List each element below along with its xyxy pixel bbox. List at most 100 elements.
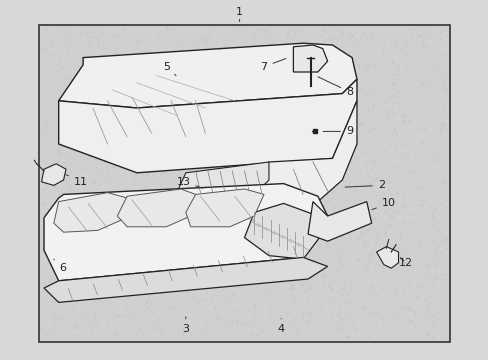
Point (319, 212, 326, 218)
Point (56, 70, 64, 76)
Point (441, 245, 448, 251)
Point (50, 316, 58, 322)
Point (304, 287, 311, 292)
Point (109, 192, 117, 197)
Point (301, 144, 309, 150)
Point (280, 211, 288, 217)
Point (130, 198, 138, 203)
Point (49, 185, 57, 190)
Point (384, 332, 391, 338)
Point (257, 189, 264, 194)
Point (166, 301, 174, 306)
Point (84, 229, 92, 235)
Point (48, 163, 56, 168)
Point (156, 180, 164, 185)
Point (240, 24, 247, 30)
Point (378, 246, 386, 252)
Point (292, 27, 300, 32)
Point (94, 138, 102, 144)
Point (134, 256, 142, 261)
Point (421, 30, 429, 36)
Point (188, 38, 196, 44)
Point (291, 320, 299, 326)
Point (249, 31, 257, 37)
Point (155, 36, 163, 42)
Point (113, 158, 121, 164)
Point (301, 230, 308, 236)
Point (214, 157, 222, 163)
Point (336, 126, 344, 132)
Point (64, 280, 72, 286)
Point (167, 94, 175, 99)
Point (205, 52, 213, 58)
Point (60, 80, 67, 86)
Point (263, 160, 271, 166)
Point (334, 289, 342, 295)
Point (385, 45, 393, 51)
Point (441, 73, 449, 79)
Point (259, 213, 267, 219)
Point (338, 153, 346, 159)
Point (325, 155, 333, 161)
Point (383, 109, 390, 115)
Point (284, 29, 291, 35)
Point (178, 253, 185, 258)
Point (266, 305, 274, 311)
Point (430, 184, 438, 190)
Point (346, 281, 354, 287)
Point (418, 253, 426, 259)
Point (153, 30, 161, 36)
Point (156, 292, 164, 297)
Point (147, 261, 155, 267)
Point (41, 295, 48, 301)
Point (143, 233, 151, 239)
Point (215, 241, 223, 247)
Point (266, 79, 274, 85)
Point (365, 257, 372, 262)
Point (430, 307, 438, 312)
Point (183, 251, 191, 257)
Point (305, 62, 312, 68)
Point (313, 145, 321, 150)
Point (399, 192, 407, 198)
Point (399, 186, 407, 192)
Point (252, 121, 260, 127)
Point (163, 253, 171, 259)
Point (103, 274, 111, 280)
Point (47, 161, 55, 166)
Point (405, 317, 412, 323)
Point (42, 332, 50, 338)
Point (340, 337, 348, 342)
Point (227, 291, 235, 297)
Point (98, 287, 105, 293)
Point (123, 227, 131, 233)
Point (417, 43, 425, 49)
Point (292, 328, 300, 333)
Point (64, 102, 72, 108)
Point (65, 235, 73, 240)
Point (430, 157, 438, 163)
Point (349, 51, 357, 57)
Point (289, 279, 297, 285)
Point (396, 166, 404, 171)
Point (122, 105, 130, 111)
Point (221, 154, 228, 160)
Point (42, 25, 50, 31)
Point (187, 273, 195, 279)
Point (53, 63, 61, 68)
Point (56, 58, 64, 64)
Point (91, 315, 99, 320)
Point (87, 325, 95, 330)
Point (301, 320, 309, 326)
Point (346, 296, 354, 301)
Point (219, 112, 226, 117)
Point (277, 313, 285, 319)
Point (176, 335, 183, 341)
Point (278, 221, 285, 226)
Point (394, 262, 402, 267)
Point (215, 236, 223, 242)
Point (69, 302, 77, 308)
Point (77, 132, 85, 138)
Point (298, 313, 305, 319)
Point (306, 27, 314, 33)
